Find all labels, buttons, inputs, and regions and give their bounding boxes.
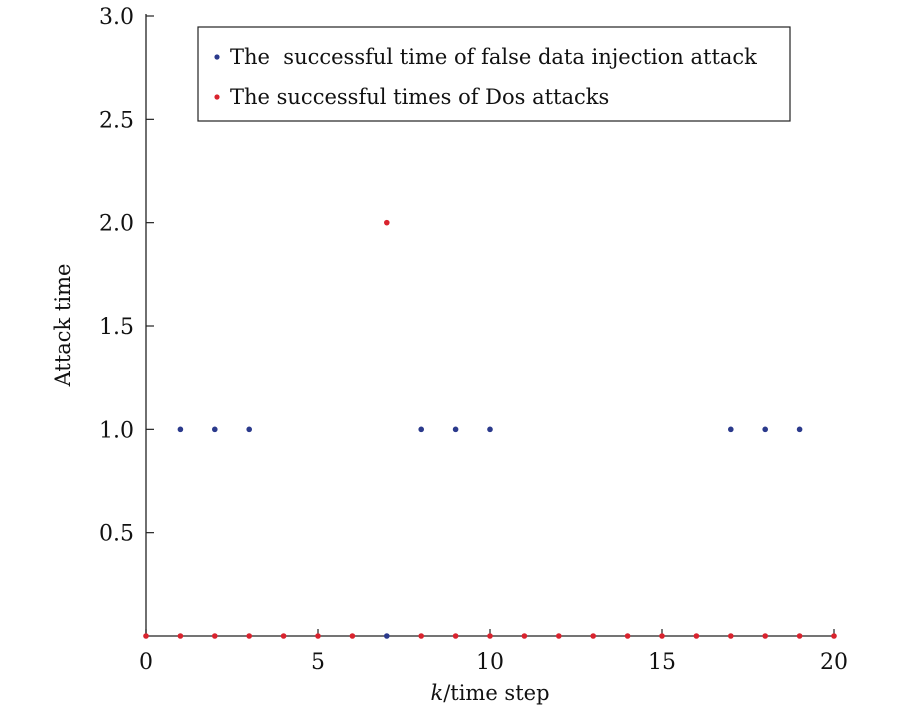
- dos-attack-point: [246, 633, 252, 639]
- legend-label-dos: The successful times of Dos attacks: [230, 85, 609, 109]
- dos-attack-point: [590, 633, 596, 639]
- dos-attack-point: [521, 633, 528, 639]
- legend-marker-dos: [214, 94, 220, 100]
- dos-attack-point: [762, 633, 768, 639]
- dos-attack-point: [349, 633, 356, 639]
- dos-attack-point: [556, 633, 562, 639]
- dos-attack-point: [177, 633, 184, 639]
- legend-label-fdi: The successful time of false data inject…: [230, 45, 757, 69]
- dos-attack-point: [796, 633, 803, 639]
- y-tick-label: 3.0: [99, 5, 134, 30]
- fdi-attack-point: [728, 426, 734, 433]
- dos-attack-point: [487, 633, 493, 639]
- dos-attack-point: [728, 633, 734, 639]
- y-tick-label: 0.5: [99, 522, 134, 547]
- dos-attack-point: [452, 633, 459, 639]
- fdi-attack-point: [796, 426, 803, 433]
- x-axis-label: k/time step: [430, 681, 549, 705]
- data-points: [143, 219, 837, 639]
- y-tick-label: 1.0: [99, 418, 134, 443]
- fdi-attack-point: [177, 426, 184, 433]
- fdi-attack-point: [246, 426, 252, 433]
- dos-attack-point: [418, 633, 425, 639]
- x-ticks: 0 5 10 15 20: [139, 629, 848, 675]
- y-axis-label: Attack time: [51, 264, 75, 388]
- y-ticks: 0.5 1.0 1.5 2.0 2.5 3.0: [99, 5, 154, 547]
- x-tick-label: 0: [139, 650, 153, 675]
- fdi-attack-point: [418, 426, 425, 433]
- legend: The successful time of false data inject…: [197, 26, 791, 122]
- dos-attack-point: [693, 633, 700, 639]
- fdi-attack-point: [762, 426, 768, 433]
- legend-marker-fdi: [214, 54, 220, 60]
- y-tick-label: 2.5: [99, 108, 134, 133]
- dos-attack-point: [143, 633, 149, 639]
- fdi-attack-point: [487, 426, 493, 433]
- x-axis-label-italic: k: [430, 681, 443, 705]
- fdi-attack-point: [384, 633, 390, 639]
- dos-attack-point: [315, 633, 321, 639]
- legend-box: [197, 26, 791, 122]
- y-tick-label: 2.0: [99, 212, 134, 237]
- x-tick-label: 15: [648, 650, 676, 675]
- fdi-attack-point: [212, 426, 218, 433]
- dos-attack-point: [212, 633, 218, 639]
- x-tick-label: 5: [311, 650, 325, 675]
- dos-attack-point: [384, 219, 390, 226]
- dos-attack-point: [624, 633, 631, 639]
- dos-attack-point: [280, 633, 287, 639]
- y-tick-label: 1.5: [99, 315, 134, 340]
- x-axis-label-rest: /time step: [443, 681, 549, 705]
- dos-attack-point: [831, 633, 837, 639]
- dos-attack-point: [659, 633, 665, 639]
- fdi-attack-point: [452, 426, 459, 433]
- x-tick-label: 20: [820, 650, 848, 675]
- x-tick-label: 10: [476, 650, 504, 675]
